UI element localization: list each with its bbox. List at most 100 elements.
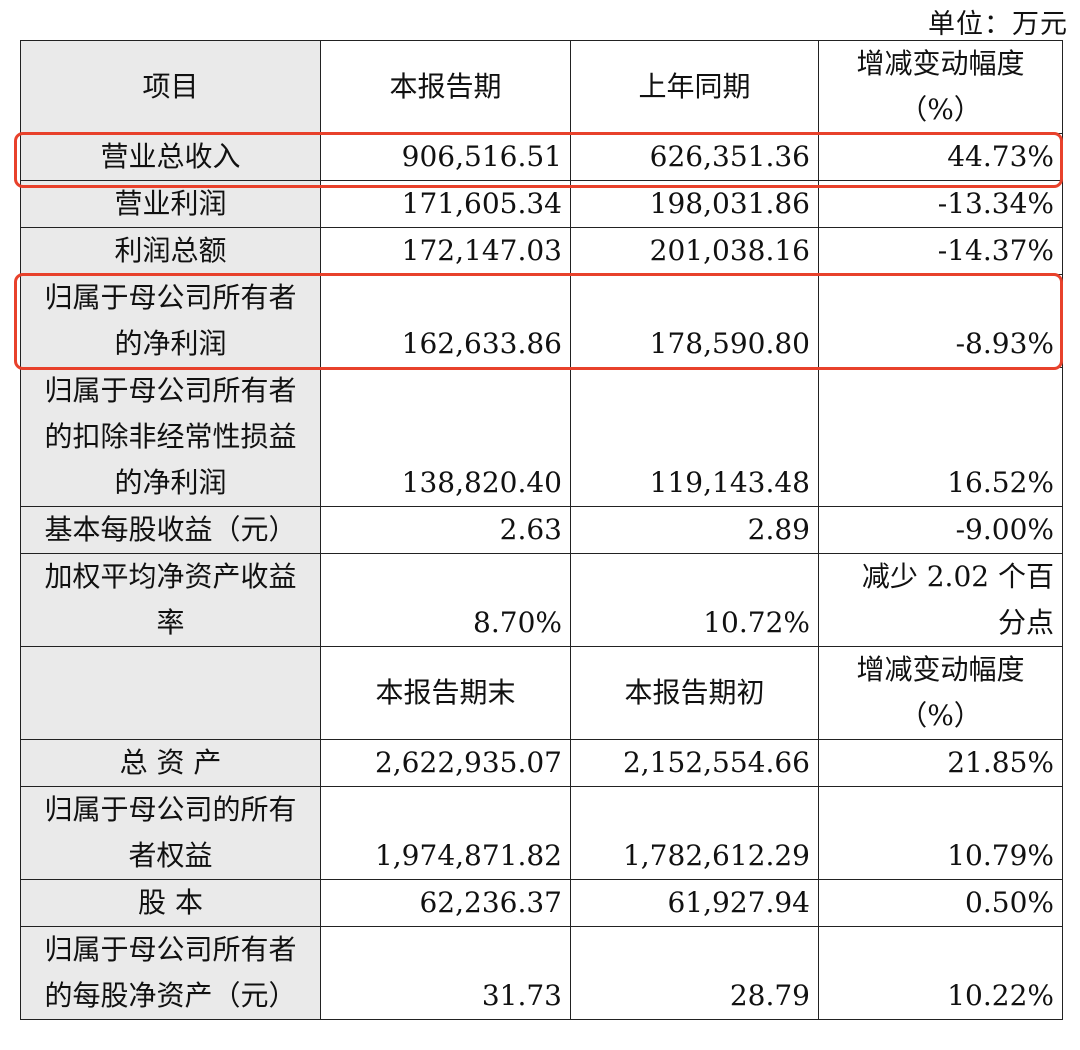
row-change: -14.37% — [818, 227, 1063, 275]
row-label-line: 基本每股收益（元） — [44, 513, 297, 546]
table-row: 归属于母公司的所有 者权益 1,974,871.82 1,782,612.29 10.7… — [20, 786, 1063, 880]
row-label: 归属于母公司所有者 的每股净资产（元） — [20, 926, 321, 1020]
row-value-prior: 119,143.48 — [570, 367, 819, 507]
header-col3-line: 增减变动幅度 — [856, 653, 1025, 686]
row-value-current: 8.70% — [320, 553, 571, 647]
table-row: 基本每股收益（元） 2.63 2.89 -9.00% — [20, 506, 1063, 554]
table-row: 股 本 62,236.37 61,927.94 0.50% — [20, 879, 1063, 927]
row-label-line: 总 资 产 — [119, 746, 222, 779]
row-change: 0.50% — [818, 879, 1063, 927]
row-label-line: 营业总收入 — [100, 140, 241, 173]
row-label-line: 的扣除非经常性损益 — [44, 420, 297, 453]
table-header-row: 项目 本报告期 上年同期 增减变动幅度 （%） — [20, 40, 1063, 134]
row-change-line: -14.37% — [937, 234, 1054, 267]
row-value-prior: 2,152,554.66 — [570, 739, 819, 787]
row-value-current: 172,147.03 — [320, 227, 571, 275]
row-label-line: 加权平均净资产收益 — [44, 560, 297, 593]
row-label: 归属于母公司所有者 的扣除非经常性损益 的净利润 — [20, 367, 321, 507]
row-label-line: 者权益 — [128, 839, 213, 872]
row-value-prior: 626,351.36 — [570, 133, 819, 181]
row-value-prior: 201,038.16 — [570, 227, 819, 275]
row-label-line: 率 — [156, 606, 185, 639]
row-label: 股 本 — [20, 879, 321, 927]
row-label: 营业利润 — [20, 180, 321, 228]
row-label: 利润总额 — [20, 227, 321, 275]
row-change-line: 减少 2.02 个百 — [861, 560, 1054, 593]
header-item: 项目 — [20, 40, 321, 134]
row-change-line: 44.73% — [947, 140, 1054, 173]
row-label-line: 的每股净资产（元） — [44, 979, 297, 1012]
row-change: -13.34% — [818, 180, 1063, 228]
row-label-line: 归属于母公司所有者 — [44, 374, 297, 407]
row-value-current: 138,820.40 — [320, 367, 571, 507]
row-change-line: -8.93% — [955, 327, 1054, 360]
table-row: 总 资 产 2,622,935.07 2,152,554.66 21.85% — [20, 739, 1063, 787]
row-change-line: -13.34% — [937, 187, 1054, 220]
header-col3-line: （%） — [899, 93, 982, 126]
row-value-prior: 198,031.86 — [570, 180, 819, 228]
row-value-prior: 28.79 — [570, 926, 819, 1020]
row-change: 16.52% — [818, 367, 1063, 507]
row-change-line: 21.85% — [947, 746, 1054, 779]
header-blank — [20, 646, 321, 740]
row-label-line: 归属于母公司所有者 — [44, 933, 297, 966]
row-label: 总 资 产 — [20, 739, 321, 787]
row-value-current: 62,236.37 — [320, 879, 571, 927]
row-value-current: 906,516.51 — [320, 133, 571, 181]
row-label-line: 的净利润 — [114, 327, 227, 360]
financial-summary-table: 项目 本报告期 上年同期 增减变动幅度 （%） 营业总收入 906,516.51 626,35… — [20, 40, 1063, 1020]
row-label: 加权平均净资产收益率 — [20, 553, 321, 647]
header-col3-line: （%） — [899, 699, 982, 732]
table-row: 加权平均净资产收益率 8.70% 10.72% 减少 2.02 个百 分点 — [20, 553, 1063, 647]
row-label: 归属于母公司的所有 者权益 — [20, 786, 321, 880]
row-value-current: 2,622,935.07 — [320, 739, 571, 787]
row-label-line: 的净利润 — [114, 466, 227, 499]
table-row: 归属于母公司所有者 的每股净资产（元） 31.73 28.79 10.22% — [20, 926, 1063, 1020]
row-change-line: 10.22% — [947, 979, 1054, 1012]
unit-label: 单位：万元 — [928, 9, 1068, 40]
table-row: 利润总额 172,147.03 201,038.16 -14.37% — [20, 227, 1063, 275]
row-value-current: 31.73 — [320, 926, 571, 1020]
row-label: 基本每股收益（元） — [20, 506, 321, 554]
row-change: 21.85% — [818, 739, 1063, 787]
row-label: 归属于母公司所有者 的净利润 — [20, 274, 321, 368]
row-change-line: 16.52% — [947, 466, 1054, 499]
row-value-prior: 10.72% — [570, 553, 819, 647]
row-label-line: 归属于母公司的所有 — [44, 793, 297, 826]
header-col3-line: 增减变动幅度 — [856, 47, 1025, 80]
table-row: 归属于母公司所有者 的扣除非经常性损益 的净利润 138,820.40 119,143.… — [20, 367, 1063, 507]
row-value-current: 162,633.86 — [320, 274, 571, 368]
header-col2: 本报告期初 — [570, 646, 819, 740]
row-value-prior: 178,590.80 — [570, 274, 819, 368]
header-col3: 增减变动幅度 （%） — [818, 646, 1063, 740]
table-header-row: 本报告期末 本报告期初 增减变动幅度 （%） — [20, 646, 1063, 740]
row-change: 44.73% — [818, 133, 1063, 181]
row-value-current: 2.63 — [320, 506, 571, 554]
row-label-line: 股 本 — [138, 886, 203, 919]
row-change: -9.00% — [818, 506, 1063, 554]
table-row: 归属于母公司所有者 的净利润 162,633.86 178,590.80 -8.93% — [20, 274, 1063, 368]
row-value-prior: 1,782,612.29 — [570, 786, 819, 880]
header-col1: 本报告期末 — [320, 646, 571, 740]
row-change: 减少 2.02 个百分点 — [818, 553, 1063, 647]
row-value-current: 1,974,871.82 — [320, 786, 571, 880]
row-change-line: 10.79% — [947, 839, 1054, 872]
header-col1: 本报告期 — [320, 40, 571, 134]
row-change-line: -9.00% — [955, 513, 1054, 546]
row-change-line: 0.50% — [965, 886, 1054, 919]
row-label-line: 利润总额 — [114, 234, 227, 267]
row-change: -8.93% — [818, 274, 1063, 368]
row-change: 10.22% — [818, 926, 1063, 1020]
row-value-prior: 61,927.94 — [570, 879, 819, 927]
row-value-prior: 2.89 — [570, 506, 819, 554]
table-row: 营业利润 171,605.34 198,031.86 -13.34% — [20, 180, 1063, 228]
row-value-current: 171,605.34 — [320, 180, 571, 228]
row-label-line: 营业利润 — [114, 187, 227, 220]
header-col3: 增减变动幅度 （%） — [818, 40, 1063, 134]
row-label-line: 归属于母公司所有者 — [44, 281, 297, 314]
table-row: 营业总收入 906,516.51 626,351.36 44.73% — [20, 133, 1063, 181]
row-change: 10.79% — [818, 786, 1063, 880]
row-change-line: 分点 — [997, 606, 1054, 639]
row-label: 营业总收入 — [20, 133, 321, 181]
header-col2: 上年同期 — [570, 40, 819, 134]
